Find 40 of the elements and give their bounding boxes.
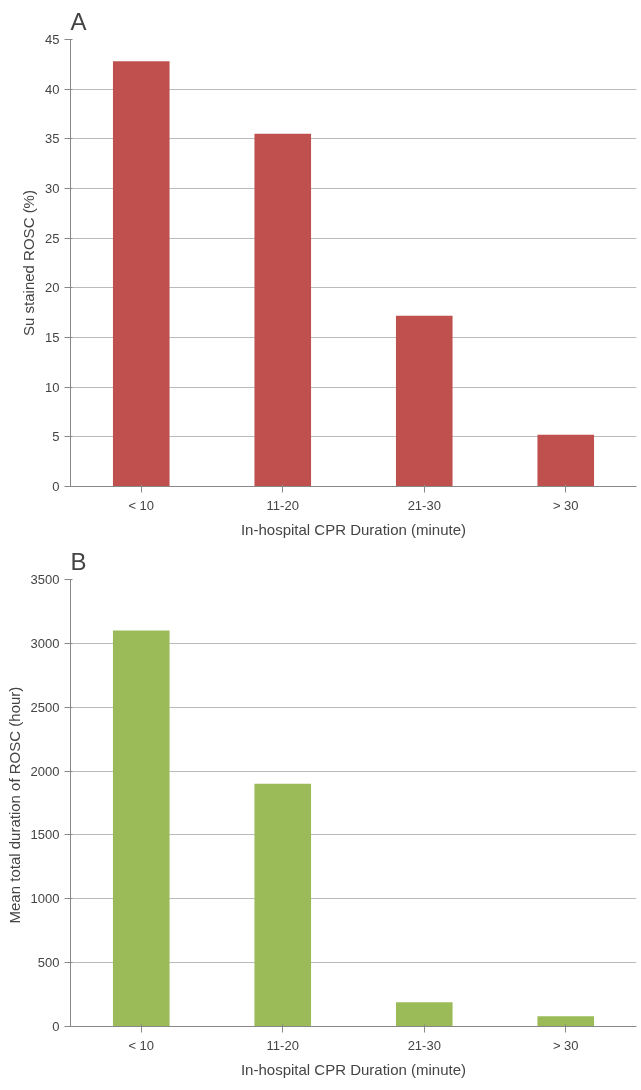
bar [537, 434, 595, 487]
x-tick-label: < 10 [128, 497, 155, 513]
x-tick-label: > 30 [552, 497, 579, 513]
y-tick-label: 1500 [30, 827, 60, 843]
y-tick-label: 25 [45, 230, 60, 246]
bar [112, 61, 170, 487]
bar [395, 1002, 453, 1027]
bar [537, 1016, 595, 1027]
y-axis-title: Mean total duration of ROSC (hour) [5, 686, 23, 924]
y-tick-label: 3500 [30, 572, 60, 587]
y-tick-label: 30 [45, 181, 60, 196]
x-axis-title: In-hospital CPR Duration (minute) [240, 1060, 467, 1078]
x-axis-title: In-hospital CPR Duration (minute) [240, 520, 467, 538]
y-tick-label: 1000 [30, 891, 60, 907]
x-tick-label: 11-20 [266, 1037, 299, 1053]
y-tick-label: 10 [45, 379, 60, 395]
y-tick-label: 5 [52, 429, 60, 445]
y-tick-label: 0 [52, 1019, 60, 1034]
y-tick-label: 20 [45, 280, 60, 296]
x-tick-label: < 10 [128, 1037, 155, 1053]
bar [395, 315, 453, 487]
chart-title: B [70, 547, 87, 575]
y-tick-label: 45 [45, 32, 60, 47]
chart-title: A [70, 7, 87, 35]
y-tick-label: 2500 [30, 699, 60, 715]
y-tick-label: 15 [45, 330, 60, 345]
x-tick-label: 11-20 [266, 497, 299, 513]
y-tick-label: 0 [52, 479, 60, 494]
y-tick-label: 3000 [30, 635, 60, 651]
x-tick-label: > 30 [552, 1037, 579, 1053]
x-tick-label: 21-30 [407, 497, 441, 513]
bar [112, 630, 170, 1027]
bar [254, 133, 312, 487]
y-tick-label: 2000 [30, 763, 60, 779]
y-tick-label: 500 [37, 955, 60, 971]
x-tick-label: 21-30 [407, 1037, 441, 1053]
y-tick-label: 40 [45, 81, 60, 97]
bar [254, 783, 312, 1027]
y-axis-title: Su stained ROSC (%) [20, 190, 38, 336]
y-tick-label: 35 [45, 131, 60, 147]
